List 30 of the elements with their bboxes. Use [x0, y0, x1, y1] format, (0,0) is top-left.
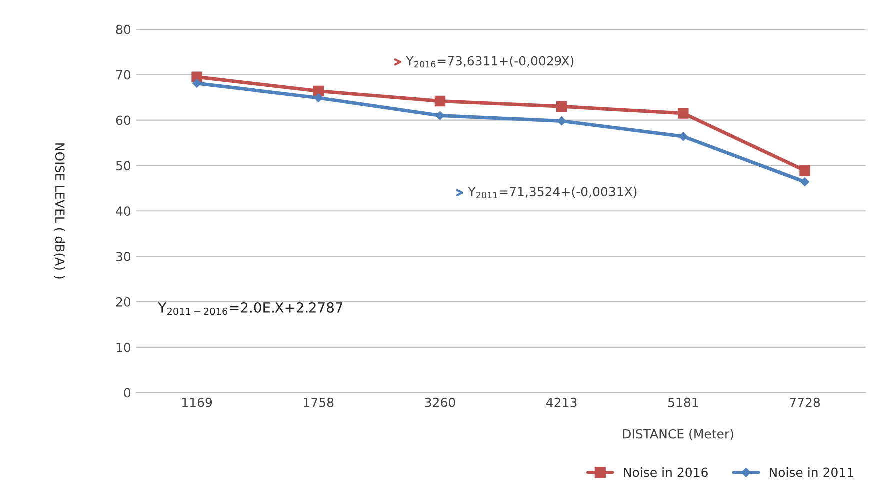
legend-label: Noise in 2016 — [624, 468, 708, 478]
x-tick-label: 1758 — [304, 398, 334, 408]
point — [192, 79, 202, 88]
x-axis-title: DISTANCE (Meter) — [623, 429, 734, 440]
point — [800, 178, 810, 187]
y-axis-title: NOISE LEVEL ( dB(A) ) — [54, 144, 66, 279]
y-tick-label: 40 — [116, 206, 131, 216]
annotation: Y$_{2011}$=71,3524+(-0,0031X) — [468, 186, 637, 199]
legend-label: Noise in 2011 — [770, 468, 854, 478]
y-tick-label: 60 — [116, 116, 131, 126]
x-tick-label: 1169 — [182, 398, 212, 408]
x-tick-label: 3260 — [425, 398, 456, 408]
x-tick-label: 5181 — [668, 398, 698, 408]
y-tick-label: 20 — [116, 297, 131, 307]
y-tick-label: 0 — [124, 388, 131, 398]
point — [678, 132, 688, 142]
y-tick-label: 10 — [116, 342, 131, 352]
x-tick-label: 4213 — [546, 398, 577, 408]
point — [314, 94, 324, 102]
point — [556, 101, 568, 112]
y-tick-label: 50 — [116, 161, 131, 171]
y-tick-label: 80 — [116, 24, 131, 34]
annotation: Y$_{2016}$=73,6311+(-0,0029X) — [406, 56, 574, 68]
point — [434, 96, 446, 107]
y-tick-label: 70 — [116, 70, 131, 80]
y-tick-label: 30 — [116, 252, 131, 262]
point — [800, 165, 810, 176]
x-tick-label: 7728 — [790, 398, 820, 408]
point — [678, 108, 689, 119]
annotation: Y$_{2011−2016}$=2.0E.X+2.2787 — [158, 302, 343, 316]
